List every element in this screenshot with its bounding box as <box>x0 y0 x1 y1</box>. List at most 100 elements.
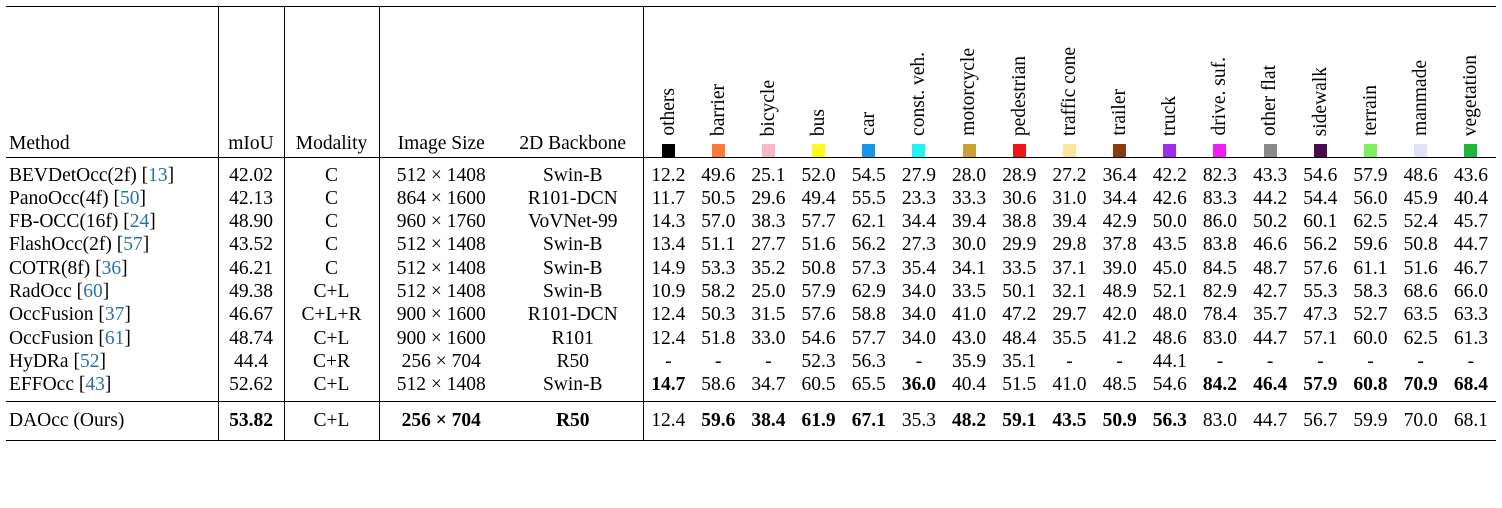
method-cell: PanoOcc(4f) [50] <box>6 187 218 210</box>
class-iou-cell: 40.4 <box>1453 187 1488 209</box>
miou-cell: 43.52 <box>217 233 284 257</box>
class-iou-cell: 39.0 <box>1102 257 1137 279</box>
citation-close: ] <box>167 164 175 186</box>
citation-link[interactable]: 36 <box>101 257 122 279</box>
class-color-swatch <box>1414 144 1428 157</box>
citation-close: ] <box>142 234 150 256</box>
class-iou-cell: 34.7 <box>751 374 786 396</box>
citation-link[interactable]: 60 <box>83 281 103 303</box>
table-body: BEVDetOcc(2f) [13] 42.02 C 512 × 1408 Swin-B… <box>6 157 1496 441</box>
class-color-swatch <box>1464 144 1478 157</box>
class-iou-cell: 43.6 <box>1445 157 1496 187</box>
class-iou-cell: 37.1 <box>1052 257 1087 279</box>
citation-link[interactable]: 43 <box>85 374 105 396</box>
class-iou-cell: 50.0 <box>1152 211 1187 233</box>
miou-cell: 52.62 <box>217 373 284 402</box>
class-iou-cell: 32.1 <box>1052 281 1087 303</box>
method-cell: FlashOcc(2f) [57] <box>6 234 218 257</box>
class-color-swatch <box>812 144 826 157</box>
class-iou-cell: 36.4 <box>1094 157 1145 187</box>
table-row: OccFusion [61] 48.74 C+L 900 × 1600 R101 12.4… <box>6 326 1496 351</box>
citation-link[interactable]: 37 <box>104 304 125 326</box>
citation-link[interactable]: 61 <box>104 327 125 349</box>
modality-cell: C+L <box>283 280 379 304</box>
class-iou-cell: 49.6 <box>693 157 744 187</box>
citation-link[interactable]: 24 <box>129 211 150 233</box>
class-name: bus <box>807 108 829 136</box>
class-iou-cell: - <box>1317 350 1324 372</box>
class-iou-cell: 57.7 <box>801 211 836 233</box>
class-iou-cell: 29.7 <box>1052 304 1087 326</box>
class-color-swatch <box>1012 144 1026 157</box>
class-iou-cell: 30.6 <box>1002 187 1037 209</box>
class-iou-cell: 50.9 <box>1094 400 1145 441</box>
backbone-cell: VoVNet-99 <box>527 211 618 233</box>
citation-link[interactable]: 50 <box>120 187 140 209</box>
class-iou-cell: 59.6 <box>1353 234 1388 256</box>
class-iou-cell: 57.1 <box>1303 327 1338 349</box>
class-iou-cell: 59.9 <box>1345 400 1396 441</box>
class-iou-cell: 34.0 <box>901 281 936 303</box>
class-iou-cell: 60.5 <box>801 374 836 396</box>
class-iou-cell: 49.4 <box>801 187 836 209</box>
class-iou-cell: 51.1 <box>701 234 736 256</box>
class-iou-cell: 54.6 <box>801 327 836 349</box>
class-iou-cell: 36.0 <box>901 374 936 396</box>
class-iou-cell: - <box>1417 350 1424 372</box>
class-iou-cell: 58.6 <box>701 374 736 396</box>
citation-link[interactable]: 13 <box>148 164 168 186</box>
miou-cell: 48.90 <box>217 210 284 234</box>
class-iou-cell: 58.8 <box>851 304 886 326</box>
class-iou-cell: 29.6 <box>751 187 786 209</box>
class-iou-cell: 33.5 <box>1002 257 1037 279</box>
class-name: car <box>858 112 880 136</box>
method-name: EFFOcc [ <box>9 374 86 396</box>
table-row: DAOcc (Ours) 53.82 C+L 256 × 704 R50 12.4 59.6… <box>6 400 1496 441</box>
miou-cell: 53.82 <box>217 400 284 441</box>
class-iou-cell: 44.2 <box>1253 187 1288 209</box>
class-header: others <box>642 6 694 158</box>
class-iou-cell: 27.9 <box>893 157 945 187</box>
class-iou-cell: 35.1 <box>1002 350 1037 372</box>
class-iou-cell: - <box>642 350 694 374</box>
class-iou-cell: - <box>1066 350 1073 372</box>
method-cell: FB-OCC(16f) [24] <box>6 210 218 233</box>
class-iou-cell: 60.0 <box>1353 327 1388 349</box>
class-iou-cell: 56.3 <box>1144 400 1195 441</box>
backbone-cell: R101-DCN <box>527 187 618 209</box>
class-iou-cell: 50.5 <box>701 187 736 209</box>
class-iou-cell: 50.2 <box>1253 211 1288 233</box>
class-iou-cell: 68.6 <box>1403 281 1438 303</box>
class-iou-cell: 46.6 <box>1253 234 1288 256</box>
class-name: terrain <box>1359 85 1381 136</box>
class-iou-cell: 44.7 <box>1453 234 1488 256</box>
class-iou-cell: 50.1 <box>1002 281 1037 303</box>
class-name: drive. suf. <box>1209 57 1231 136</box>
backbone-cell: Swin-B <box>542 281 603 303</box>
class-iou-cell: 47.3 <box>1303 304 1338 326</box>
miou-cell: 42.02 <box>217 157 284 187</box>
class-iou-cell: 42.2 <box>1144 157 1195 187</box>
class-iou-cell: 56.3 <box>851 350 886 372</box>
class-iou-cell: 70.0 <box>1395 400 1446 441</box>
class-color-swatch <box>1263 144 1277 157</box>
modality-cell: C <box>283 233 379 257</box>
method-name: RadOcc [ <box>9 281 84 303</box>
table-row: RadOcc [60] 49.38 C+L 512 × 1408 Swin-B 10.9 5… <box>6 280 1496 304</box>
class-iou-cell: 46.4 <box>1253 374 1288 396</box>
citation-link[interactable]: 52 <box>79 350 100 372</box>
class-iou-cell: 53.3 <box>701 257 736 279</box>
class-iou-cell: - <box>1266 350 1274 372</box>
backbone-cell: Swin-B <box>503 157 643 187</box>
table-row: COTR(8f) [36] 46.21 C 512 × 1408 Swin-B 14.9 5… <box>6 256 1496 281</box>
class-iou-cell: 59.6 <box>693 400 744 441</box>
method-name: OccFusion [ <box>9 304 105 326</box>
class-iou-cell: 42.7 <box>1253 281 1288 303</box>
citation-close: ] <box>124 327 131 349</box>
class-iou-cell: 52.4 <box>1403 211 1438 233</box>
class-iou-cell: 35.9 <box>952 350 987 372</box>
class-iou-cell: 38.4 <box>743 400 794 441</box>
class-iou-cell: 47.2 <box>1002 304 1037 326</box>
citation-link[interactable]: 57 <box>123 234 143 256</box>
class-iou-cell: 83.8 <box>1202 234 1238 256</box>
